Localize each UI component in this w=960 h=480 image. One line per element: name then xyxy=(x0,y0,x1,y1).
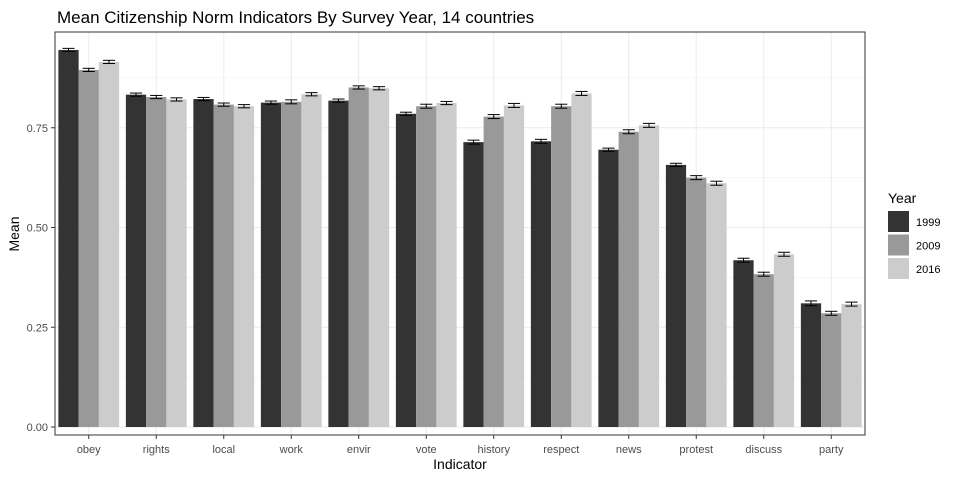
legend-label-2009: 2009 xyxy=(916,241,940,253)
bar-2016-news xyxy=(638,125,660,428)
plot-border xyxy=(54,31,866,436)
bar-2016-discuss xyxy=(773,254,795,428)
bar-2009-local xyxy=(213,104,234,428)
bar-1999-local xyxy=(193,99,214,428)
legend-label-2016: 2016 xyxy=(916,264,940,276)
error-bars xyxy=(62,47,858,316)
bar-1999-news xyxy=(598,149,619,428)
bar-2016-obey xyxy=(98,61,120,428)
x-tick-label-work: work xyxy=(279,444,304,456)
x-tick-label-history: history xyxy=(478,444,511,456)
y-tick-label: 0.50 xyxy=(27,223,48,235)
legend-title: Year xyxy=(888,190,917,206)
bars xyxy=(58,49,862,428)
bar-1999-history xyxy=(463,142,484,428)
bar-2016-work xyxy=(301,94,322,428)
x-tick-label-rights: rights xyxy=(143,444,170,456)
bar-1999-work xyxy=(260,102,282,428)
x-tick-label-protest: protest xyxy=(679,444,713,456)
bar-2009-discuss xyxy=(753,274,774,428)
x-axis-title: Indicator xyxy=(433,456,487,472)
bar-2009-rights xyxy=(146,97,167,428)
x-tick-label-vote: vote xyxy=(416,444,437,456)
bar-2009-work xyxy=(281,101,302,428)
legend: Year 1999 2009 2016 xyxy=(888,190,940,279)
bar-1999-party xyxy=(800,303,822,428)
bar-2009-history xyxy=(483,116,504,428)
bar-1999-obey xyxy=(58,49,79,428)
bar-1999-discuss xyxy=(733,260,754,428)
bar-1999-vote xyxy=(395,113,417,428)
x-tick-label-news: news xyxy=(616,444,642,456)
bar-2016-vote xyxy=(436,103,457,428)
bar-2016-history xyxy=(503,105,525,428)
x-tick-label-party: party xyxy=(819,444,844,456)
y-tick-label: 0.25 xyxy=(27,322,48,334)
bar-2016-envir xyxy=(368,88,390,428)
bar-1999-rights xyxy=(125,94,147,428)
bar-2016-protest xyxy=(706,183,727,428)
chart-title: Mean Citizenship Norm Indicators By Surv… xyxy=(57,8,534,27)
x-tick-label-respect: respect xyxy=(543,444,579,456)
bar-1999-protest xyxy=(665,164,687,428)
bar-1999-envir xyxy=(328,100,349,428)
legend-key-2016 xyxy=(888,258,909,279)
bar-2009-news xyxy=(618,131,639,428)
bar-2009-obey xyxy=(78,69,99,428)
x-axis: obey rights local work envir vote history respe… xyxy=(77,435,844,456)
y-tick-label: 0.75 xyxy=(27,123,48,135)
bar-2009-vote xyxy=(416,106,437,428)
bar-2016-respect xyxy=(571,93,592,428)
y-tick-label: 0.00 xyxy=(27,422,48,434)
x-tick-label-envir: envir xyxy=(347,444,371,456)
plot-panel xyxy=(55,32,865,435)
bar-2016-local xyxy=(233,106,255,428)
legend-key-2009 xyxy=(888,234,909,256)
y-axis-title: Mean xyxy=(6,216,22,251)
legend-label-1999: 1999 xyxy=(916,217,940,229)
x-tick-label-discuss: discuss xyxy=(745,444,782,456)
y-axis: 0.00 0.25 0.50 0.75 xyxy=(27,123,55,434)
bar-2009-respect xyxy=(551,106,572,428)
bar-2009-envir xyxy=(348,87,369,428)
x-tick-label-local: local xyxy=(212,444,235,456)
legend-key-1999 xyxy=(888,211,909,232)
bar-2016-rights xyxy=(166,99,187,428)
bar-2016-party xyxy=(841,304,862,428)
x-tick-label-obey: obey xyxy=(77,444,101,456)
bar-2009-party xyxy=(821,313,842,428)
bar-2009-protest xyxy=(686,177,707,428)
minor-gridlines xyxy=(55,77,865,378)
bar-1999-respect xyxy=(530,141,552,428)
